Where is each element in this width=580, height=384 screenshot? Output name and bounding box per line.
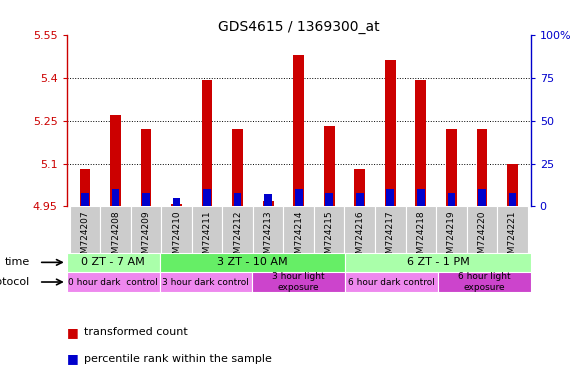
Bar <box>173 198 180 207</box>
Text: GSM724207: GSM724207 <box>81 210 89 265</box>
Text: 6 hour dark control: 6 hour dark control <box>348 278 435 286</box>
Bar <box>415 80 426 207</box>
Bar <box>202 80 212 207</box>
Bar <box>345 272 438 292</box>
Bar <box>110 115 121 207</box>
Bar <box>161 207 192 253</box>
Bar <box>222 207 253 253</box>
Bar <box>264 194 272 207</box>
Text: GSM724220: GSM724220 <box>477 210 487 265</box>
Bar <box>466 207 497 253</box>
Bar <box>354 169 365 207</box>
Bar <box>100 207 131 253</box>
Text: GSM724218: GSM724218 <box>416 210 425 265</box>
Bar <box>234 193 241 207</box>
Bar <box>233 129 243 207</box>
Text: GSM724217: GSM724217 <box>386 210 395 265</box>
Bar <box>345 253 531 272</box>
Bar <box>67 253 160 272</box>
Bar <box>324 126 335 207</box>
Text: ■: ■ <box>67 353 78 366</box>
Text: GSM724214: GSM724214 <box>294 210 303 265</box>
Text: 3 ZT - 10 AM: 3 ZT - 10 AM <box>217 257 288 267</box>
Text: protocol: protocol <box>0 277 30 287</box>
Bar <box>253 207 284 253</box>
Text: transformed count: transformed count <box>84 327 188 337</box>
Bar <box>293 55 304 207</box>
Bar <box>375 207 405 253</box>
Text: 0 hour dark  control: 0 hour dark control <box>68 278 158 286</box>
Bar <box>405 207 436 253</box>
Bar <box>507 164 518 207</box>
Text: percentile rank within the sample: percentile rank within the sample <box>84 354 272 364</box>
Bar <box>345 207 375 253</box>
Text: GSM724210: GSM724210 <box>172 210 181 265</box>
Bar <box>252 272 345 292</box>
Bar <box>204 189 211 207</box>
Text: ■: ■ <box>67 326 78 339</box>
Bar <box>386 189 394 207</box>
Text: GSM724211: GSM724211 <box>202 210 212 265</box>
Text: 6 hour light
exposure: 6 hour light exposure <box>458 272 510 292</box>
Text: time: time <box>4 257 30 267</box>
Bar <box>141 129 151 207</box>
Bar <box>448 193 455 207</box>
Text: 6 ZT - 1 PM: 6 ZT - 1 PM <box>407 257 469 267</box>
Text: GSM724209: GSM724209 <box>142 210 151 265</box>
Text: 3 hour light
exposure: 3 hour light exposure <box>273 272 325 292</box>
Text: GSM724219: GSM724219 <box>447 210 456 265</box>
Bar <box>192 207 222 253</box>
Bar <box>295 189 303 207</box>
Bar <box>79 169 90 207</box>
Bar <box>477 129 487 207</box>
Bar <box>417 189 425 207</box>
Text: GSM724215: GSM724215 <box>325 210 333 265</box>
Bar <box>112 189 119 207</box>
Text: GSM724221: GSM724221 <box>508 210 517 265</box>
Text: 0 ZT - 7 AM: 0 ZT - 7 AM <box>81 257 145 267</box>
Bar <box>385 60 396 207</box>
Bar <box>497 207 528 253</box>
Bar <box>436 207 466 253</box>
Bar <box>509 193 516 207</box>
Bar <box>67 272 160 292</box>
Bar <box>446 129 456 207</box>
Bar <box>284 207 314 253</box>
Text: GSM724212: GSM724212 <box>233 210 242 265</box>
Text: GSM724213: GSM724213 <box>264 210 273 265</box>
Bar <box>356 193 364 207</box>
Bar <box>478 189 485 207</box>
Bar <box>142 193 150 207</box>
Bar <box>160 272 252 292</box>
Bar <box>81 193 89 207</box>
Bar <box>131 207 161 253</box>
Bar <box>171 204 182 207</box>
Bar <box>263 201 274 207</box>
Bar <box>160 253 345 272</box>
Bar <box>438 272 531 292</box>
Bar <box>314 207 345 253</box>
Text: 3 hour dark control: 3 hour dark control <box>162 278 249 286</box>
Bar <box>325 193 333 207</box>
Text: GSM724208: GSM724208 <box>111 210 120 265</box>
Title: GDS4615 / 1369300_at: GDS4615 / 1369300_at <box>218 20 379 33</box>
Text: GSM724216: GSM724216 <box>356 210 364 265</box>
Bar <box>70 207 100 253</box>
